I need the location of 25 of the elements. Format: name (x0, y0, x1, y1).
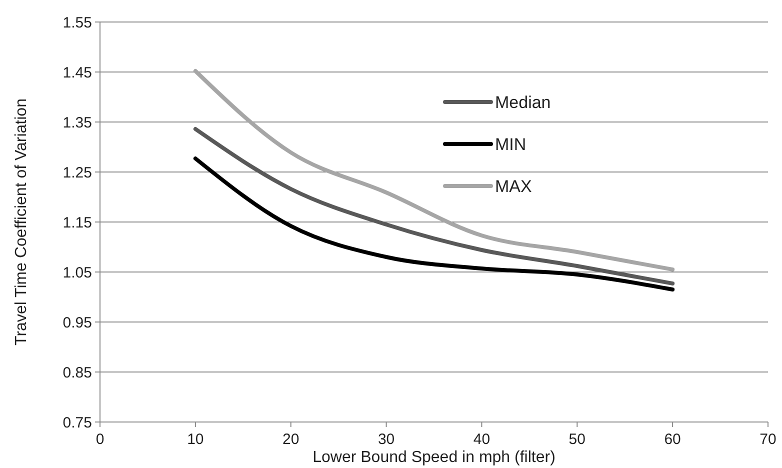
x-tick-label: 60 (664, 431, 681, 448)
x-tick-label: 0 (96, 431, 104, 448)
y-tick-label: 0.75 (62, 414, 92, 432)
x-tick-label: 50 (568, 431, 586, 448)
line-series (193, 156, 675, 292)
y-tick-label: 0.85 (62, 364, 92, 382)
y-axis-title: Travel Time Coefficient of Variation (13, 98, 30, 346)
x-tick-label: 20 (282, 431, 300, 448)
y-tick-label: 1.35 (62, 114, 92, 132)
legend-label: MAX (495, 176, 532, 196)
x-tick-label: 30 (378, 431, 395, 448)
line-series (193, 127, 675, 286)
y-tick-label: 1.45 (62, 64, 92, 82)
y-tick-label: 0.95 (62, 314, 92, 332)
y-tick-label: 1.05 (62, 264, 92, 282)
legend-label: Median (495, 92, 551, 112)
x-axis-title: Lower Bound Speed in mph (filter) (312, 449, 556, 466)
legend-label: MIN (495, 134, 526, 154)
x-tick-label: 70 (760, 431, 776, 448)
x-tick-label: 40 (473, 431, 490, 448)
line-series (193, 69, 675, 272)
y-tick-label: 1.55 (62, 14, 92, 32)
y-tick-label: 1.15 (62, 214, 92, 232)
x-tick-label: 10 (187, 431, 204, 448)
y-tick-label: 1.25 (62, 164, 92, 182)
